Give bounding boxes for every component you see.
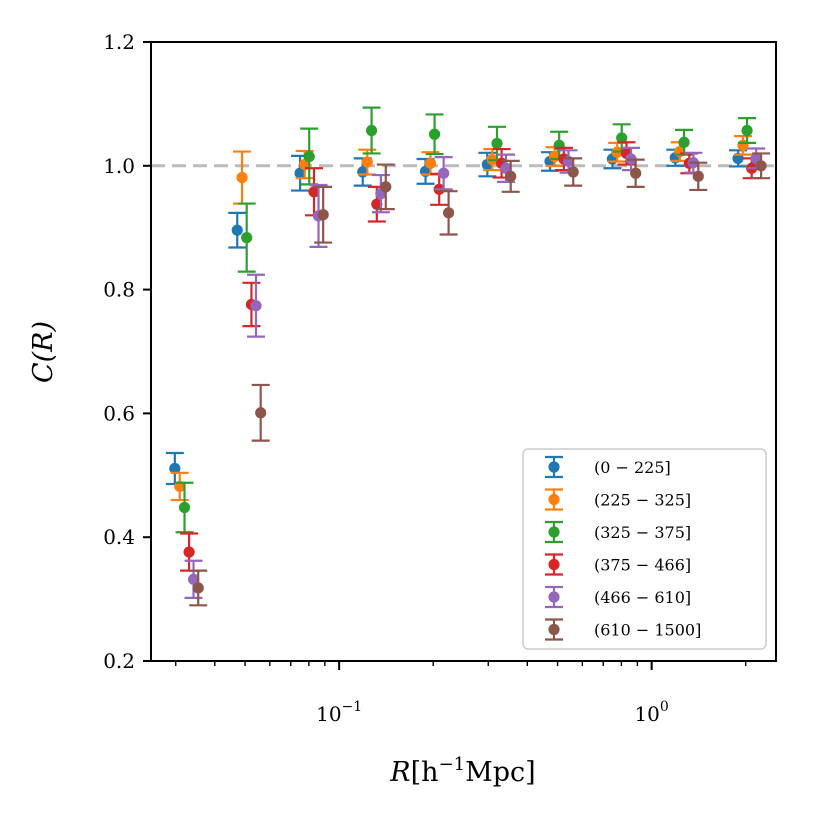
y-tick-label: 0.2: [103, 649, 135, 673]
data-point: [317, 209, 329, 221]
y-tick-label: 0.8: [103, 278, 135, 302]
data-point: [692, 170, 704, 182]
series-3: [175, 106, 757, 534]
x-axis-label-close: Mpc]: [465, 757, 536, 788]
data-point: [442, 207, 455, 219]
legend: (0 − 225] (225 − 325] (325 − 375] (375 − 46…: [522, 448, 767, 650]
data-point: [178, 501, 191, 514]
legend-entry: (225 − 325]: [545, 488, 691, 511]
data-point: [192, 582, 204, 594]
y-tick-label: 0.6: [103, 401, 135, 425]
data-point: [365, 124, 378, 137]
data-point: [741, 124, 753, 137]
data-point: [616, 132, 628, 144]
data-point: [241, 232, 253, 244]
data-point: [303, 150, 315, 163]
legend-marker: [548, 623, 560, 636]
legend-label: (466 − 610]: [594, 588, 691, 607]
data-point: [438, 167, 450, 179]
y-tick-label: 0.4: [103, 525, 135, 549]
data-point: [236, 171, 248, 184]
legend-entry: (0 − 225]: [545, 455, 671, 479]
data-point: [491, 137, 503, 150]
data-point: [361, 156, 373, 168]
legend-entry: (610 − 1500]: [545, 618, 701, 641]
legend-label: (225 − 325]: [594, 491, 691, 510]
data-point: [428, 128, 441, 140]
data-point: [678, 136, 690, 148]
series-6: [189, 152, 771, 607]
data-point: [250, 300, 262, 312]
x-axis-label: R[h−1Mpc]: [389, 754, 535, 788]
legend-label: (610 − 1500]: [594, 621, 701, 640]
legend-entry: (325 − 375]: [545, 520, 691, 544]
legend-label: (325 − 375]: [594, 523, 691, 542]
data-point: [505, 170, 517, 182]
x-axis-label-open: [h: [411, 757, 439, 788]
legend-entry: (466 − 610]: [545, 585, 691, 609]
data-point: [231, 224, 243, 236]
x-axis-label-exp: −1: [439, 754, 466, 775]
legend-marker: [548, 526, 560, 538]
legend-marker: [548, 558, 560, 571]
x-tick-label: 10−1: [316, 699, 362, 726]
data-point: [169, 462, 181, 475]
data-point: [308, 186, 320, 198]
legend-box: [522, 448, 767, 650]
y-axis: 0.2 0.4 0.6 0.8 1.0 1.2: [103, 30, 151, 673]
legend-marker: [548, 493, 560, 506]
legend-marker: [548, 461, 560, 473]
data-point: [183, 546, 195, 558]
data-point: [424, 157, 437, 169]
data-point: [380, 181, 392, 193]
data-point: [187, 573, 200, 585]
x-tick-label: 100: [634, 699, 668, 726]
data-point: [567, 166, 579, 178]
y-tick-label: 1.0: [103, 154, 135, 178]
data-point: [255, 407, 267, 419]
data-point: [294, 167, 306, 179]
x-tick-label-base: 10: [634, 702, 659, 726]
legend-label: (0 − 225]: [594, 458, 671, 477]
x-axis: 10−1 100: [175, 661, 747, 726]
data-point: [630, 167, 642, 179]
x-tick-label-exp: −1: [342, 699, 363, 715]
y-tick-label: 1.2: [103, 30, 135, 54]
legend-entry: (375 − 466]: [545, 553, 691, 576]
x-tick-label-exp: 0: [660, 699, 669, 715]
y-axis-label: C(R): [28, 321, 59, 383]
data-point: [755, 160, 767, 172]
axes-frame: [150, 41, 777, 662]
x-tick-label-base: 10: [316, 702, 341, 726]
plot-area: [151, 106, 776, 607]
legend-label: (375 − 466]: [594, 556, 691, 575]
legend-marker: [548, 591, 560, 603]
series-layer: [165, 106, 771, 607]
x-axis-label-var: R: [389, 757, 410, 788]
data-point: [371, 198, 383, 210]
